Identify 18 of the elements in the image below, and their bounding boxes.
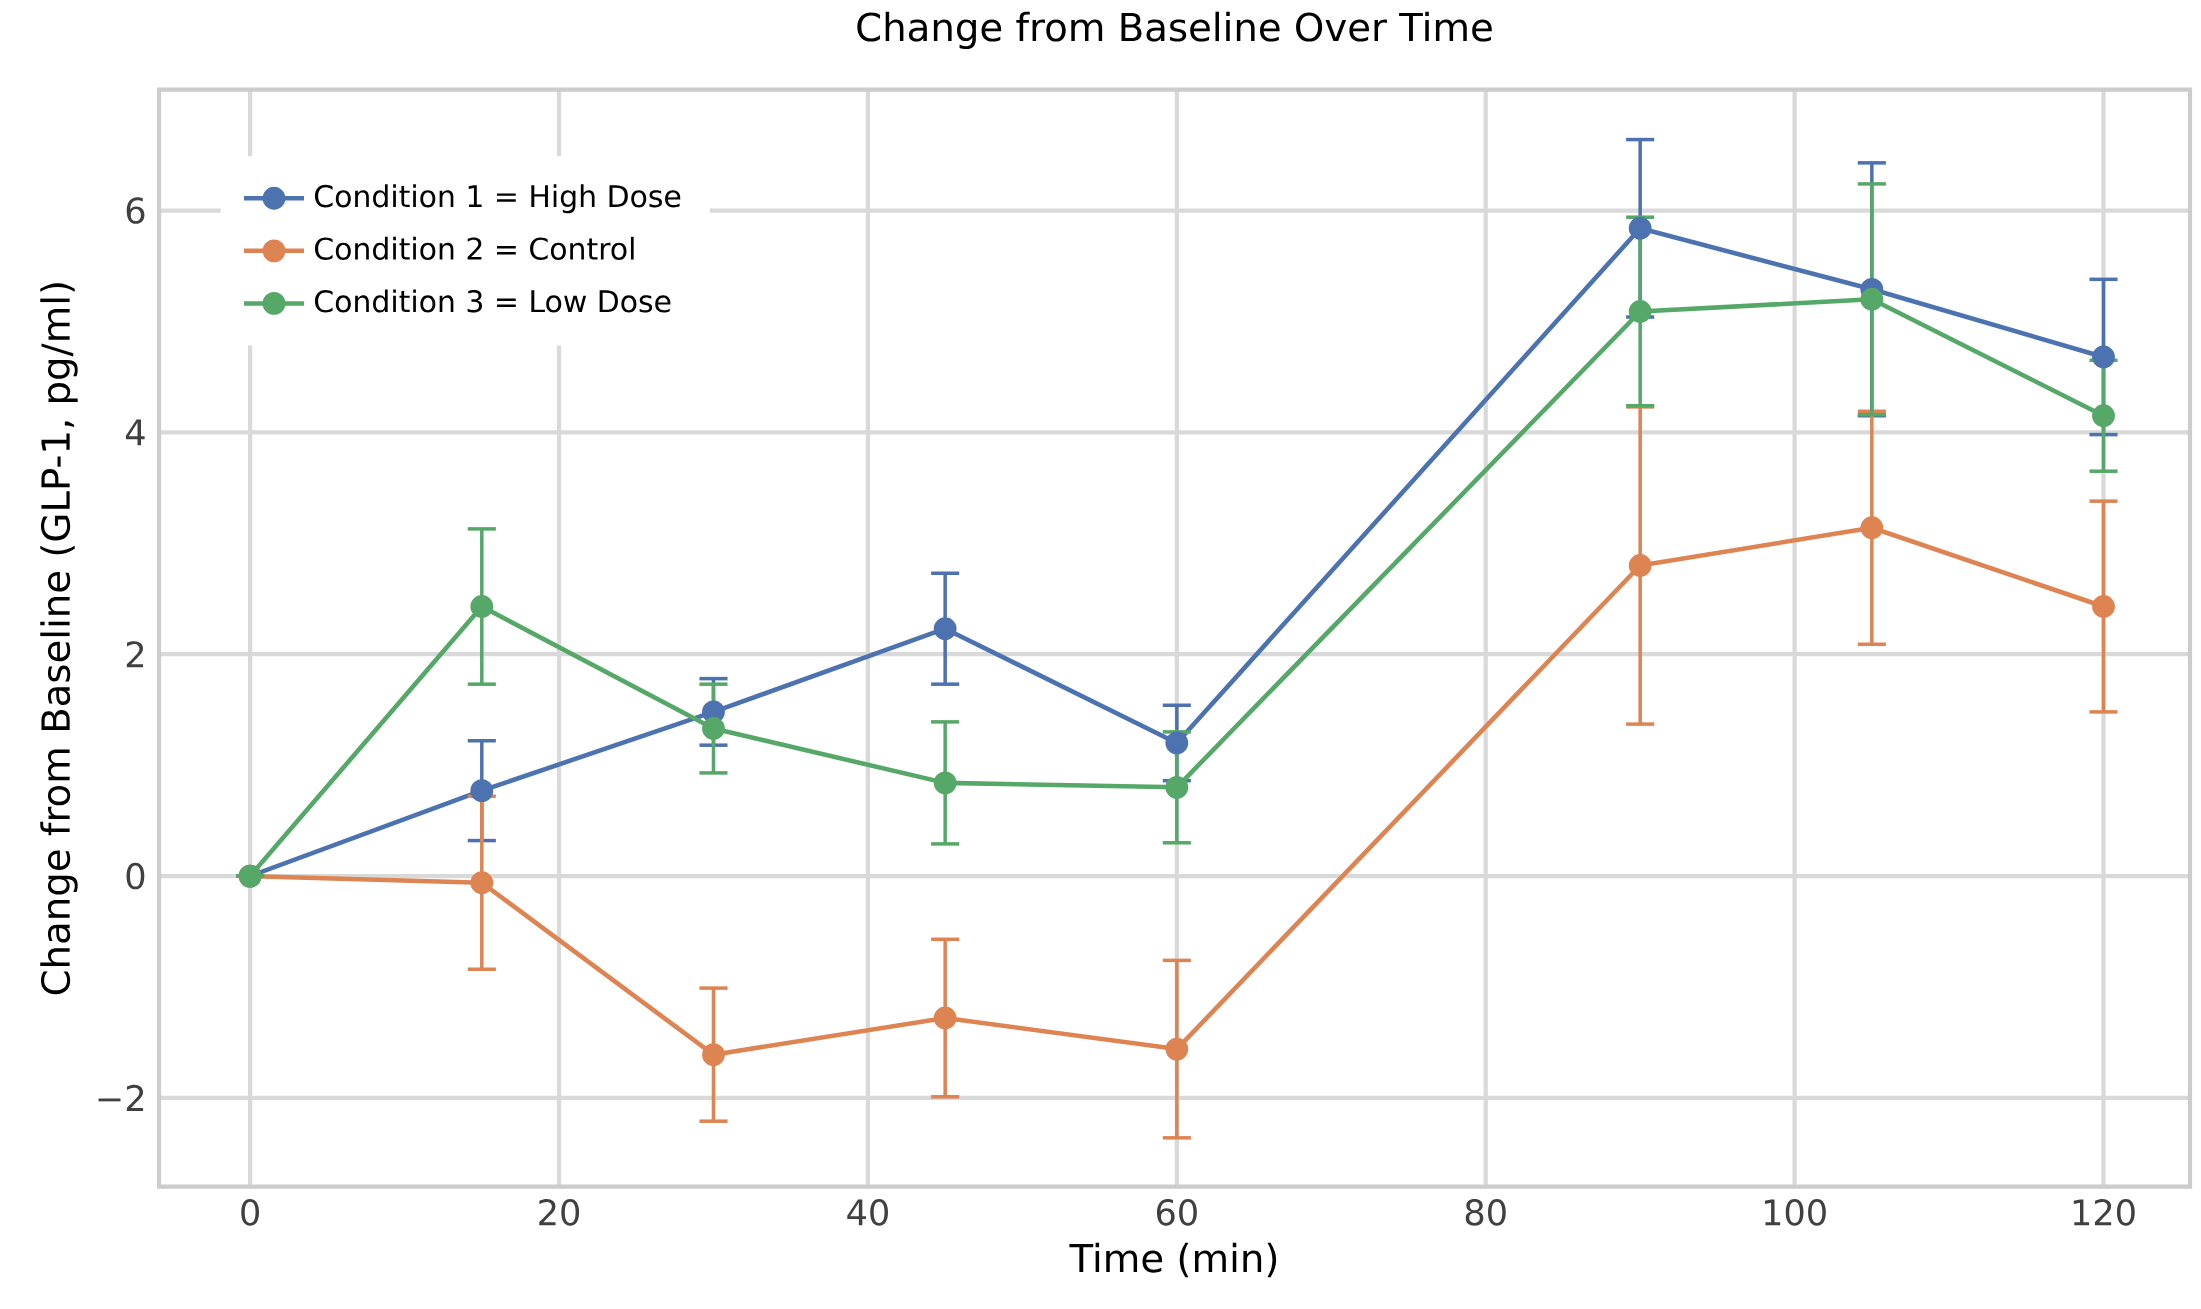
x-axis-title: Time (min) bbox=[1069, 1242, 1277, 1278]
x-tick-label: 80 bbox=[1465, 1199, 1506, 1226]
y-tick-label: 2 bbox=[126, 641, 144, 668]
legend-label: Condition 3 = Low Dose bbox=[314, 289, 671, 313]
y-tick-label: 4 bbox=[125, 419, 145, 446]
legend-label: Condition 1 = High Dose bbox=[314, 184, 681, 214]
legend-label: Condition 2 = Control bbox=[314, 237, 634, 261]
y-tick-label: −2 bbox=[98, 1084, 144, 1112]
y-tick-label: 6 bbox=[126, 197, 145, 225]
x-tick-label: 120 bbox=[2073, 1199, 2135, 1226]
y-axis-title: Change from Baseline (GLP-1, pg/ml) bbox=[40, 283, 78, 995]
x-tick-label: 100 bbox=[1764, 1199, 1826, 1226]
chart-title: Change from Baseline Over Time bbox=[857, 11, 1492, 50]
y-tick-label: 0 bbox=[126, 862, 145, 890]
x-tick-label: 40 bbox=[847, 1199, 888, 1226]
x-tick-label: 60 bbox=[1156, 1199, 1197, 1226]
x-tick-label: 20 bbox=[539, 1199, 580, 1226]
x-tick-label: 0 bbox=[241, 1199, 260, 1226]
